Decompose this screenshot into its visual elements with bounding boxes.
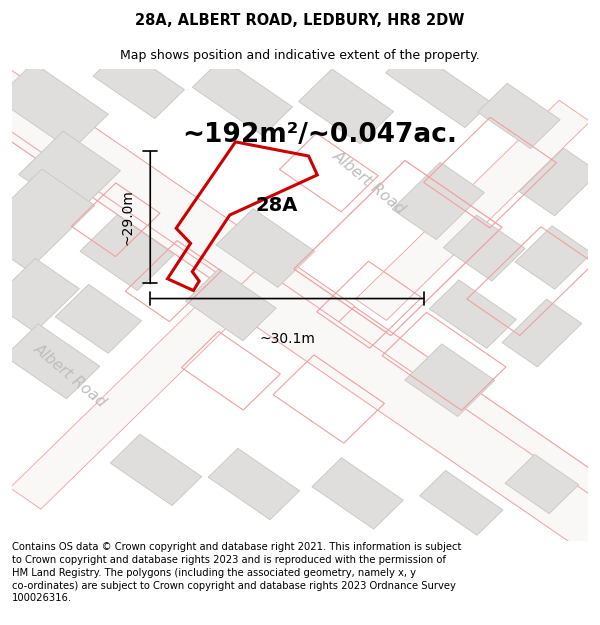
- Text: 28A: 28A: [256, 196, 298, 215]
- Polygon shape: [0, 3, 355, 342]
- Polygon shape: [430, 280, 516, 348]
- Polygon shape: [192, 58, 293, 136]
- Polygon shape: [216, 209, 315, 288]
- Polygon shape: [10, 289, 244, 509]
- Polygon shape: [392, 162, 484, 239]
- Polygon shape: [0, 62, 109, 151]
- Polygon shape: [502, 299, 582, 367]
- Polygon shape: [405, 344, 495, 416]
- Polygon shape: [55, 284, 142, 353]
- Polygon shape: [93, 48, 184, 119]
- Polygon shape: [208, 448, 299, 520]
- Polygon shape: [5, 324, 100, 399]
- Polygon shape: [356, 100, 590, 321]
- Polygon shape: [419, 471, 503, 535]
- Polygon shape: [0, 169, 95, 271]
- Text: ~30.1m: ~30.1m: [259, 332, 315, 346]
- Polygon shape: [0, 258, 79, 332]
- Polygon shape: [222, 267, 600, 606]
- Polygon shape: [19, 131, 121, 214]
- Text: 28A, ALBERT ROAD, LEDBURY, HR8 2DW: 28A, ALBERT ROAD, LEDBURY, HR8 2DW: [136, 13, 464, 28]
- Text: Albert Road: Albert Road: [330, 148, 409, 217]
- Text: ~192m²/~0.047ac.: ~192m²/~0.047ac.: [182, 122, 458, 148]
- Polygon shape: [312, 458, 403, 529]
- Polygon shape: [299, 69, 394, 144]
- Polygon shape: [80, 215, 175, 291]
- Polygon shape: [0, 49, 600, 561]
- Polygon shape: [505, 454, 579, 514]
- Polygon shape: [185, 269, 276, 341]
- Polygon shape: [443, 215, 525, 281]
- Polygon shape: [515, 226, 592, 289]
- Text: Albert Road: Albert Road: [31, 341, 109, 410]
- Polygon shape: [110, 434, 202, 506]
- Text: Map shows position and indicative extent of the property.: Map shows position and indicative extent…: [120, 49, 480, 62]
- Polygon shape: [386, 48, 491, 128]
- Text: ~29.0m: ~29.0m: [120, 189, 134, 246]
- Polygon shape: [520, 148, 599, 216]
- Text: Contains OS data © Crown copyright and database right 2021. This information is : Contains OS data © Crown copyright and d…: [12, 542, 461, 604]
- Polygon shape: [478, 83, 560, 149]
